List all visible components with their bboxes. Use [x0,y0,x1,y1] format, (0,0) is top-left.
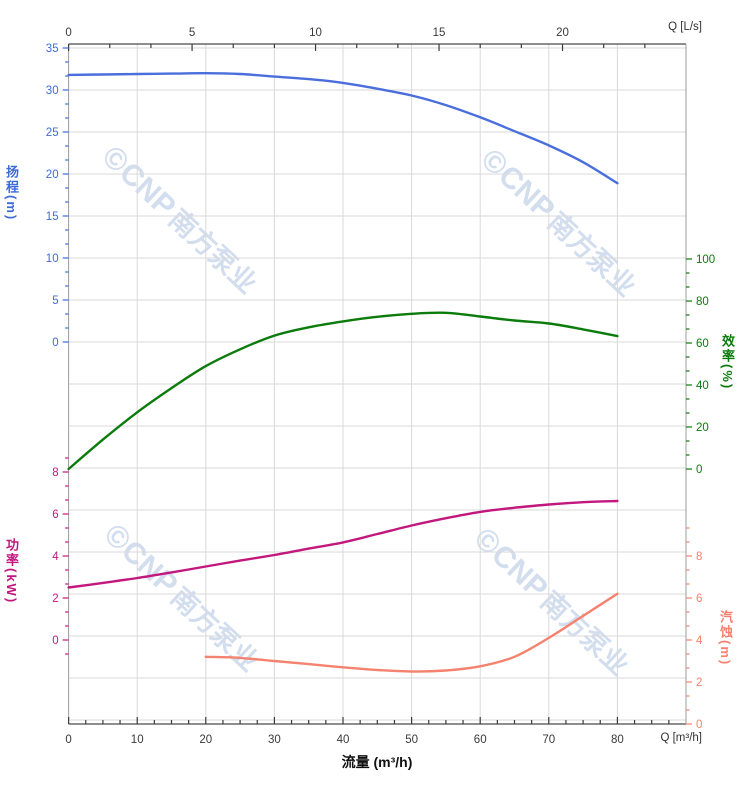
tick-label: 10 [131,734,144,746]
top-axis-unit-label: Q [L/s] [668,21,702,33]
head-axis-title: 扬程(m) [4,165,19,222]
head-curve [67,71,619,185]
tick-label: 40 [337,734,350,746]
bottom-axis-unit-label: Q [m³/h] [660,732,702,744]
tick-label: 35 [46,43,59,55]
flow-axis-title: 流量 (m³/h) [341,754,413,770]
tick-label: 25 [46,127,59,139]
tick-label: 40 [696,380,709,392]
efficiency-axis-title: 效率(%) [720,334,735,391]
tick-label: 15 [433,27,446,39]
tick-marks [62,44,692,725]
efficiency-curve [67,311,619,471]
tick-label: 8 [696,551,702,563]
tick-label: 60 [474,734,487,746]
tick-label: 0 [52,635,58,647]
power-curve [67,499,619,589]
tick-label: 5 [189,27,195,39]
tick-label: 20 [696,422,709,434]
tick-label: 6 [696,593,702,605]
tick-label: 0 [696,719,702,731]
tick-label: 2 [52,593,58,605]
tick-label: 8 [52,467,58,479]
tick-labels: 0 5 10 15 200 10 20 30 40 50 60 70 80353025201510508… [46,27,715,746]
gridlines [68,44,686,724]
tick-label: 20 [199,734,212,746]
tick-label: 0 [52,337,58,349]
tick-label: 100 [696,254,715,266]
tick-label: 0 [65,27,71,39]
tick-label: 10 [309,27,322,39]
tick-label: 30 [46,85,59,97]
npsh-axis-title: 汽蚀(m) [718,610,733,667]
tick-label: 0 [696,464,702,476]
tick-label: 4 [696,635,703,647]
tick-label: 0 [65,734,71,746]
tick-label: 20 [46,169,59,181]
tick-label: 20 [556,27,569,39]
power-axis-title: 功率(kW) [4,538,19,605]
tick-label: 5 [52,295,58,307]
tick-label: 10 [46,253,59,265]
tick-label: 4 [52,551,59,563]
tick-label: 50 [405,734,418,746]
tick-label: 60 [696,338,709,350]
tick-label: 70 [542,734,555,746]
tick-label: 6 [52,509,58,521]
tick-label: 15 [46,211,59,223]
tick-label: 80 [696,296,709,308]
tick-label: 30 [268,734,281,746]
tick-label: 80 [611,734,624,746]
npsh-curve [204,592,619,673]
tick-label: 2 [696,677,702,689]
